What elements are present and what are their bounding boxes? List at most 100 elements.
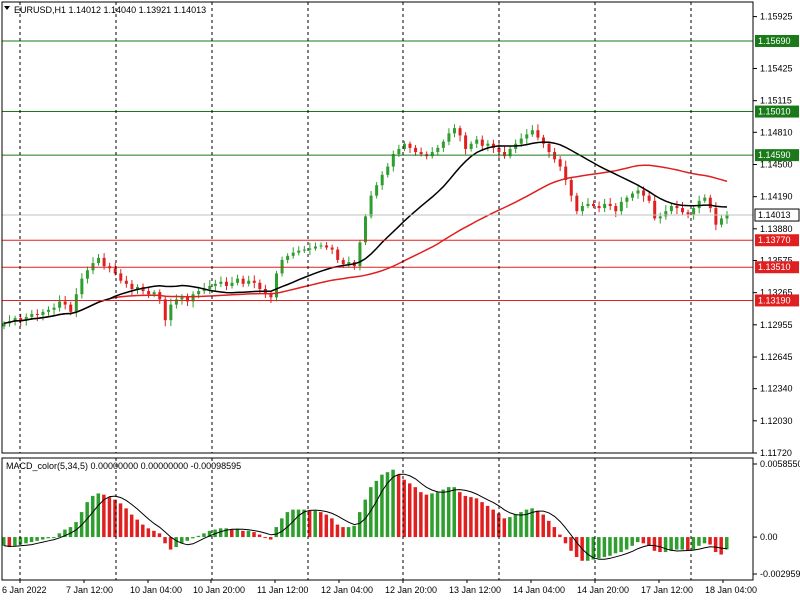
candle[interactable]: [530, 130, 534, 135]
candle[interactable]: [458, 128, 462, 136]
candle[interactable]: [19, 318, 23, 321]
candle[interactable]: [63, 301, 67, 305]
candle[interactable]: [180, 297, 184, 300]
candle[interactable]: [297, 250, 301, 253]
candle[interactable]: [719, 218, 723, 225]
candle[interactable]: [74, 294, 78, 312]
candle[interactable]: [419, 152, 423, 155]
candle[interactable]: [525, 134, 529, 139]
candle[interactable]: [725, 215, 729, 219]
candle[interactable]: [341, 259, 345, 265]
candle[interactable]: [603, 203, 607, 209]
candle[interactable]: [547, 143, 551, 153]
candle[interactable]: [397, 148, 401, 155]
candle[interactable]: [536, 130, 540, 138]
candle[interactable]: [475, 139, 479, 144]
candle[interactable]: [13, 318, 17, 322]
candle[interactable]: [113, 268, 117, 274]
candle[interactable]: [364, 216, 367, 243]
price-panel[interactable]: [2, 40, 753, 330]
candle[interactable]: [541, 137, 545, 144]
candle[interactable]: [414, 147, 418, 153]
candle[interactable]: [491, 143, 495, 148]
candle[interactable]: [24, 317, 28, 321]
candle[interactable]: [664, 211, 668, 217]
candle[interactable]: [308, 248, 312, 250]
candle[interactable]: [497, 147, 501, 153]
candle[interactable]: [119, 273, 123, 281]
candle[interactable]: [219, 281, 223, 284]
candle[interactable]: [313, 246, 317, 249]
candle[interactable]: [347, 262, 351, 265]
candle[interactable]: [508, 148, 512, 157]
candle[interactable]: [330, 247, 334, 250]
candle[interactable]: [252, 280, 256, 283]
candle[interactable]: [391, 154, 395, 167]
candle[interactable]: [130, 283, 134, 290]
candle[interactable]: [619, 201, 623, 212]
candle[interactable]: [386, 166, 390, 175]
candle[interactable]: [124, 280, 128, 284]
candle[interactable]: [430, 152, 434, 157]
candle[interactable]: [519, 138, 523, 144]
candle[interactable]: [275, 273, 279, 298]
candle[interactable]: [291, 252, 295, 256]
candle[interactable]: [169, 304, 173, 321]
candle[interactable]: [597, 205, 601, 209]
candle[interactable]: [135, 286, 139, 290]
candle[interactable]: [102, 257, 106, 267]
collapse-arrow-icon[interactable]: [4, 6, 10, 10]
candle[interactable]: [653, 200, 657, 219]
candle[interactable]: [697, 200, 701, 209]
candle[interactable]: [163, 299, 167, 321]
candle[interactable]: [658, 216, 662, 219]
candle[interactable]: [69, 304, 73, 312]
macd-panel[interactable]: [2, 469, 729, 561]
candle[interactable]: [269, 294, 273, 298]
candle[interactable]: [636, 190, 640, 194]
candle[interactable]: [564, 166, 568, 181]
candle[interactable]: [91, 263, 95, 271]
candle[interactable]: [241, 278, 245, 284]
candle[interactable]: [152, 292, 156, 295]
candle[interactable]: [714, 208, 718, 225]
candle[interactable]: [681, 208, 685, 213]
candle[interactable]: [569, 180, 573, 196]
candle[interactable]: [708, 197, 712, 209]
candle[interactable]: [258, 282, 262, 290]
candle[interactable]: [558, 159, 562, 167]
candle[interactable]: [191, 294, 195, 302]
candle[interactable]: [614, 205, 618, 212]
candle[interactable]: [202, 289, 206, 292]
candle[interactable]: [436, 147, 440, 153]
candle[interactable]: [592, 203, 596, 206]
candle[interactable]: [80, 278, 84, 295]
candle[interactable]: [208, 285, 212, 290]
candle[interactable]: [447, 133, 451, 142]
candle[interactable]: [247, 280, 251, 284]
candle[interactable]: [302, 249, 306, 251]
candle[interactable]: [213, 283, 217, 286]
candle[interactable]: [408, 143, 412, 148]
candle[interactable]: [52, 307, 56, 310]
candle[interactable]: [647, 195, 651, 201]
candle[interactable]: [608, 203, 612, 206]
candle[interactable]: [97, 257, 101, 264]
candle[interactable]: [469, 143, 473, 149]
candle[interactable]: [325, 245, 329, 248]
candle[interactable]: [2, 323, 6, 327]
candle[interactable]: [286, 255, 290, 260]
candle[interactable]: [452, 128, 456, 134]
candle[interactable]: [703, 197, 707, 201]
candle[interactable]: [30, 313, 34, 318]
candle[interactable]: [85, 270, 89, 279]
candle[interactable]: [336, 249, 340, 260]
candle[interactable]: [358, 242, 362, 267]
candle[interactable]: [58, 301, 62, 308]
candle[interactable]: [375, 185, 379, 196]
candle[interactable]: [369, 195, 373, 217]
candle[interactable]: [186, 297, 190, 302]
candle[interactable]: [147, 291, 151, 295]
candle[interactable]: [642, 190, 646, 196]
